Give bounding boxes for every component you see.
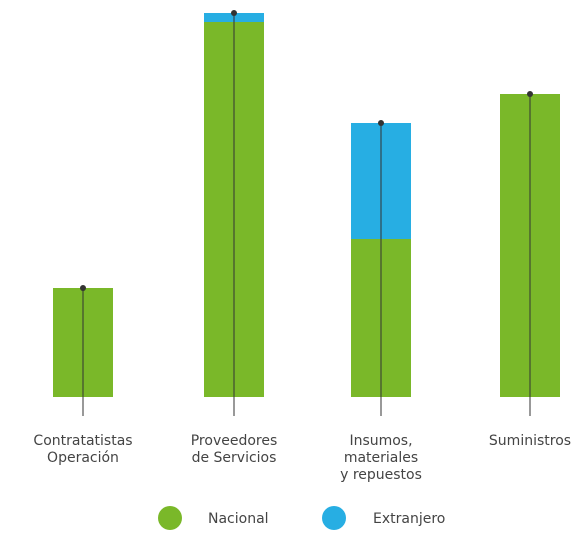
category-labels: Contratatistas Operación Proveedores de Ser… <box>33 433 571 483</box>
category-label-1: Contratatistas Operación <box>33 433 132 466</box>
legend-label-nacional: Nacional <box>208 511 269 527</box>
bars-layer <box>53 13 560 397</box>
legend-label-extranjero: Extranjero <box>373 511 445 527</box>
legend-swatch-nacional <box>158 506 182 530</box>
bar-top-marker-2 <box>231 10 237 16</box>
bar-top-marker-4 <box>527 91 533 97</box>
legend-swatch-extranjero <box>322 506 346 530</box>
category-label-4: Suministros <box>489 433 571 449</box>
category-label-2: Proveedores de Servicios <box>191 433 278 466</box>
markers-layer <box>80 10 533 416</box>
legend: Nacional Extranjero <box>158 506 445 530</box>
bar-top-marker-3 <box>378 120 384 126</box>
category-label-3: Insumos, materiales y repuestos <box>340 433 422 483</box>
bar-top-marker-1 <box>80 285 86 291</box>
